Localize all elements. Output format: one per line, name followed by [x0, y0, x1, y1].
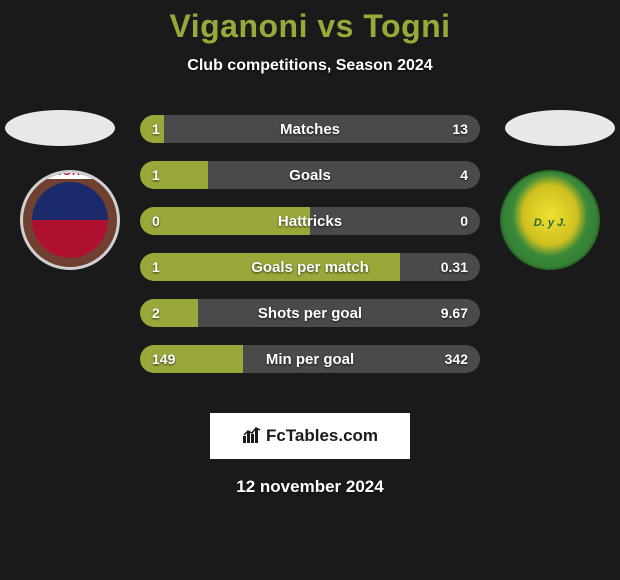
- club-badge-left: TIGRE: [20, 170, 120, 270]
- subtitle: Club competitions, Season 2024: [0, 57, 620, 75]
- bar-fill-left: [140, 253, 400, 281]
- bar-fill-right: [310, 207, 480, 235]
- stat-row: Shots per goal29.67: [140, 299, 480, 327]
- bar-fill-left: [140, 115, 164, 143]
- stat-row: Min per goal149342: [140, 345, 480, 373]
- bar-fill-right: [400, 253, 480, 281]
- player-photo-right: [505, 110, 615, 146]
- bar-fill-right: [243, 345, 480, 373]
- stat-row: Hattricks00: [140, 207, 480, 235]
- bar-fill-left: [140, 345, 243, 373]
- stat-row: Goals per match10.31: [140, 253, 480, 281]
- page-title: Viganoni vs Togni: [0, 0, 620, 45]
- bar-fill-left: [140, 299, 198, 327]
- brand-badge: FcTables.com: [210, 413, 410, 459]
- stat-bars: Matches113 Goals14 Hattricks00 Goals per ma…: [140, 115, 480, 391]
- stat-row: Matches113: [140, 115, 480, 143]
- player-photo-left: [5, 110, 115, 146]
- date-text: 12 november 2024: [0, 477, 620, 497]
- bar-fill-left: [140, 207, 310, 235]
- club-name-right: D. y J.: [534, 217, 566, 229]
- bar-fill-right: [164, 115, 480, 143]
- club-badge-right: D. y J.: [500, 170, 600, 270]
- bar-fill-right: [198, 299, 480, 327]
- bar-fill-left: [140, 161, 208, 189]
- brand-text: FcTables.com: [266, 426, 378, 446]
- comparison-panel: TIGRE D. y J. Matches113 Goals14 Hattricks…: [0, 105, 620, 385]
- club-name-left: TIGRE: [43, 170, 98, 179]
- stat-row: Goals14: [140, 161, 480, 189]
- bar-fill-right: [208, 161, 480, 189]
- brand-chart-icon: [242, 426, 262, 447]
